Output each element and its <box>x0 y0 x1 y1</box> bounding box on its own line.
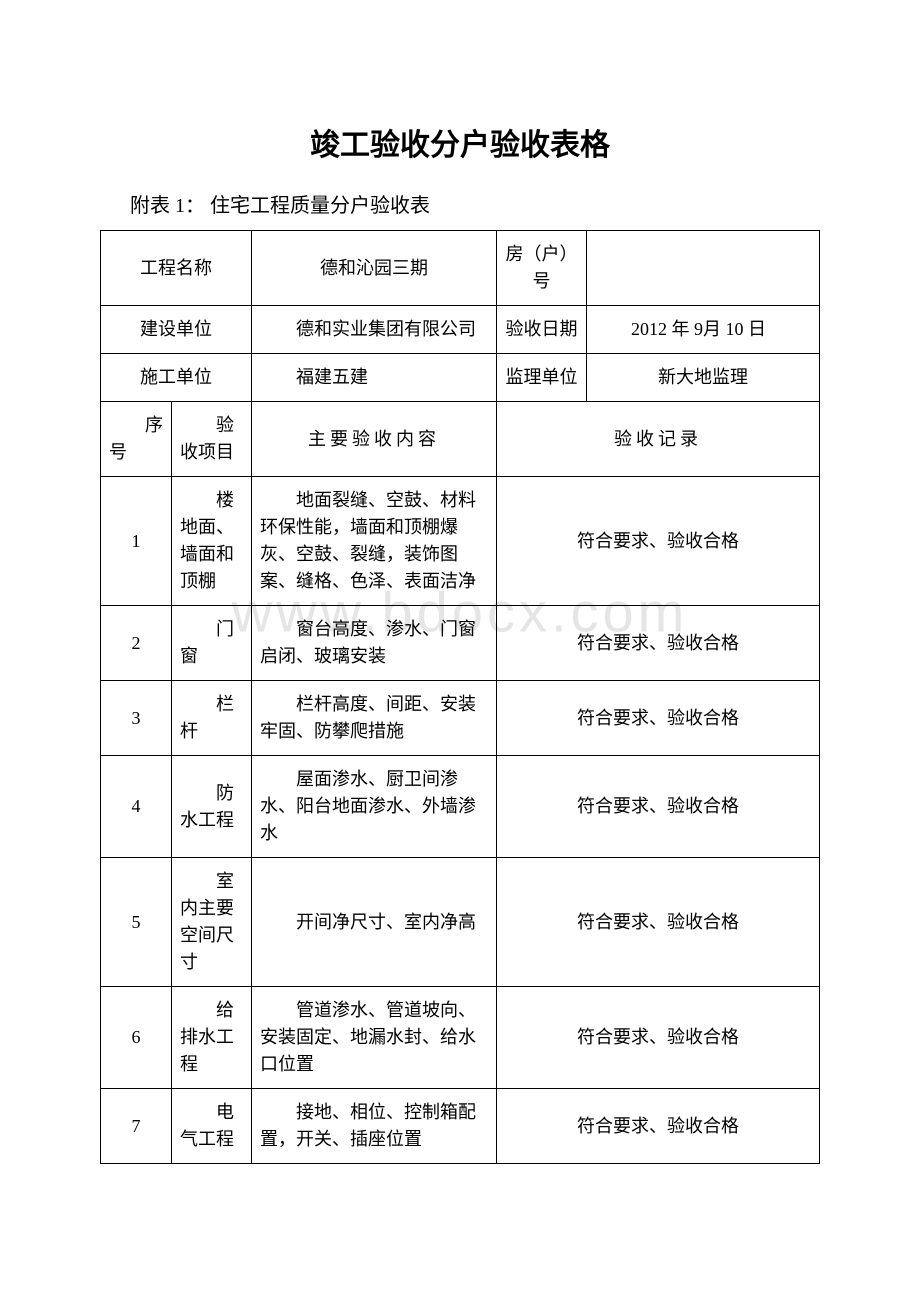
col-seq: 序号 <box>101 402 172 477</box>
cell-record: 符合要求、验收合格 <box>497 1089 820 1164</box>
cell-content: 屋面渗水、厨卫间渗水、阳台地面渗水、外墙渗水 <box>252 756 497 858</box>
col-record: 验收记录 <box>497 402 820 477</box>
cell-item: 楼地面、墙面和顶棚 <box>172 477 252 606</box>
constructor-value: 福建五建 <box>252 354 497 402</box>
cell-seq: 5 <box>101 858 172 987</box>
cell-record: 符合要求、验收合格 <box>497 756 820 858</box>
cell-seq: 7 <box>101 1089 172 1164</box>
cell-record: 符合要求、验收合格 <box>497 606 820 681</box>
cell-content: 开间净尺寸、室内净高 <box>252 858 497 987</box>
cell-content: 窗台高度、渗水、门窗启闭、玻璃安装 <box>252 606 497 681</box>
cell-item: 室内主要 空间尺寸 <box>172 858 252 987</box>
room-label: 房（户）号 <box>497 231 587 306</box>
table-row: 1 楼地面、墙面和顶棚 地面裂缝、空鼓、材料环保性能，墙面和顶棚爆灰、空鼓、裂缝… <box>101 477 820 606</box>
cell-item: 防水工程 <box>172 756 252 858</box>
table-columns-header: 序号 验收项目 主要验收内容 验收记录 <box>101 402 820 477</box>
col-content: 主要验收内容 <box>252 402 497 477</box>
header-row-project: 工程名称 德和沁园三期 房（户）号 <box>101 231 820 306</box>
header-row-builder: 建设单位 德和实业集团有限公司 验收日期 2012 年 9月 10 日 <box>101 306 820 354</box>
cell-content: 接地、相位、控制箱配置，开关、插座位置 <box>252 1089 497 1164</box>
cell-seq: 3 <box>101 681 172 756</box>
accept-date-label: 验收日期 <box>497 306 587 354</box>
table-row: 5 室内主要 空间尺寸 开间净尺寸、室内净高 符合要求、验收合格 <box>101 858 820 987</box>
project-name-value: 德和沁园三期 <box>252 231 497 306</box>
cell-seq: 4 <box>101 756 172 858</box>
cell-content: 栏杆高度、间距、安装牢固、防攀爬措施 <box>252 681 497 756</box>
accept-date-value: 2012 年 9月 10 日 <box>587 306 820 354</box>
table-row: 7 电气工程 接地、相位、控制箱配置，开关、插座位置 符合要求、验收合格 <box>101 1089 820 1164</box>
header-row-constructor: 施工单位 福建五建 监理单位 新大地监理 <box>101 354 820 402</box>
cell-record: 符合要求、验收合格 <box>497 858 820 987</box>
cell-record: 符合要求、验收合格 <box>497 681 820 756</box>
supervisor-label: 监理单位 <box>497 354 587 402</box>
cell-record: 符合要求、验收合格 <box>497 987 820 1089</box>
subtitle: 附表 1： 住宅工程质量分户验收表 <box>130 189 820 218</box>
cell-item: 电气工程 <box>172 1089 252 1164</box>
table-row: 6 给排水工程 管道渗水、管道坡向、安装固定、地漏水封、给水口位置 符合要求、验… <box>101 987 820 1089</box>
cell-seq: 6 <box>101 987 172 1089</box>
table-row: 4 防水工程 屋面渗水、厨卫间渗水、阳台地面渗水、外墙渗水 符合要求、验收合格 <box>101 756 820 858</box>
cell-content: 地面裂缝、空鼓、材料环保性能，墙面和顶棚爆灰、空鼓、裂缝，装饰图案、缝格、色泽、… <box>252 477 497 606</box>
table-row: 3 栏杆 栏杆高度、间距、安装牢固、防攀爬措施 符合要求、验收合格 <box>101 681 820 756</box>
room-value <box>587 231 820 306</box>
cell-seq: 1 <box>101 477 172 606</box>
cell-content: 管道渗水、管道坡向、安装固定、地漏水封、给水口位置 <box>252 987 497 1089</box>
cell-item: 门窗 <box>172 606 252 681</box>
builder-label: 建设单位 <box>101 306 252 354</box>
cell-seq: 2 <box>101 606 172 681</box>
table-row: 2 门窗 窗台高度、渗水、门窗启闭、玻璃安装 符合要求、验收合格 <box>101 606 820 681</box>
main-title: 竣工验收分户验收表格 <box>100 120 820 164</box>
project-name-label: 工程名称 <box>101 231 252 306</box>
cell-record: 符合要求、验收合格 <box>497 477 820 606</box>
cell-item: 栏杆 <box>172 681 252 756</box>
col-item: 验收项目 <box>172 402 252 477</box>
constructor-label: 施工单位 <box>101 354 252 402</box>
document-content: 竣工验收分户验收表格 附表 1： 住宅工程质量分户验收表 工程名称 德和沁园三期… <box>100 120 820 1164</box>
cell-item: 给排水工程 <box>172 987 252 1089</box>
inspection-table: 工程名称 德和沁园三期 房（户）号 建设单位 德和实业集团有限公司 验收日期 2… <box>100 230 820 1164</box>
supervisor-value: 新大地监理 <box>587 354 820 402</box>
builder-value: 德和实业集团有限公司 <box>252 306 497 354</box>
